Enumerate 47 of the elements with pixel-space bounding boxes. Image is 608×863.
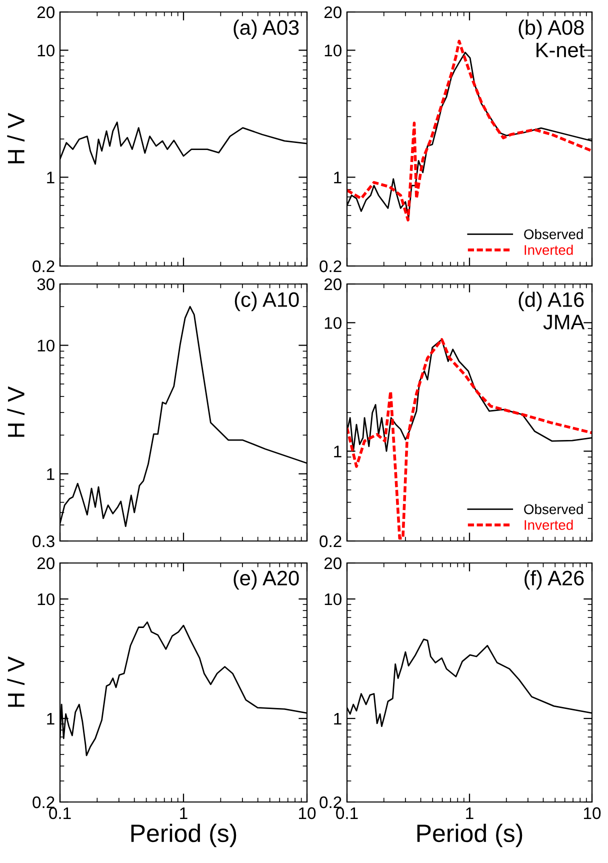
chart-title: (e) A20: [234, 570, 299, 590]
x-tick-label: 1: [180, 807, 188, 819]
chart-title: (f) A26: [524, 570, 584, 590]
chart-title: (a) A03: [234, 20, 299, 40]
x-tick-label: 10: [299, 807, 316, 820]
y-tick-label: 20: [324, 6, 342, 18]
y-axis-title: H / V: [7, 112, 25, 164]
chart-title: (d) A16: [518, 292, 584, 312]
y-tick-label: 1: [334, 713, 342, 725]
y-tick-label: 1: [334, 172, 342, 184]
y-tick-label: 0.2: [32, 796, 54, 808]
x-tick-label: 10: [584, 807, 601, 820]
text: K-net: [536, 42, 584, 58]
y-tick-label: 10: [38, 44, 54, 56]
y-tick-label: 10: [38, 340, 54, 352]
chart-title: (c) A10: [234, 292, 299, 312]
y-tick-label: 10: [38, 593, 54, 606]
legend-label: Inverted: [524, 244, 573, 255]
x-axis-title: Period (s): [131, 824, 236, 848]
y-tick-label: 10: [324, 317, 342, 329]
y-tick-label: 20: [324, 278, 342, 290]
legend-label: Inverted: [524, 520, 573, 530]
y-tick-label: 1: [334, 446, 342, 458]
y-tick-label: 30: [37, 278, 54, 290]
text: JMA: [543, 314, 585, 330]
y-tick-label: 1: [47, 468, 54, 480]
y-axis-title: H / V: [7, 656, 25, 707]
y-tick-label: 20: [324, 557, 342, 570]
x-tick-label: 1: [466, 807, 474, 819]
y-tick-label: 0.2: [32, 260, 54, 272]
y-axis-title: H / V: [7, 386, 25, 437]
y-tick-label: 0.2: [320, 535, 342, 548]
y-tick-label: 10: [324, 44, 342, 56]
x-tick-label: 0.1: [336, 807, 358, 820]
y-tick-label: 0.3: [32, 535, 54, 548]
y-tick-label: 20: [37, 557, 54, 570]
y-tick-label: 0.2: [320, 796, 342, 808]
y-tick-label: 20: [37, 6, 54, 18]
y-tick-label: 1: [47, 713, 54, 725]
y-tick-label: 0.2: [320, 260, 342, 272]
y-tick-label: 1: [47, 172, 54, 184]
y-tick-label: 10: [324, 593, 342, 606]
x-tick-label: 0.1: [49, 807, 71, 820]
legend-label: Observed: [524, 228, 583, 240]
legend-label: Observed: [524, 504, 583, 514]
chart-title: (b) A08: [518, 20, 584, 40]
x-axis-title: Period (s): [417, 824, 522, 848]
